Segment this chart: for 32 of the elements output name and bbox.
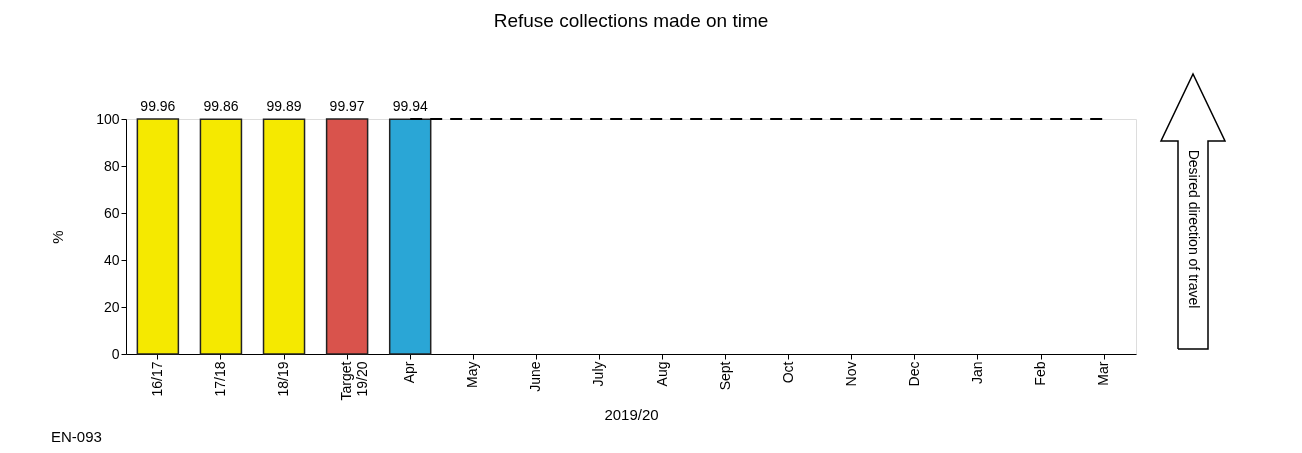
x-tick-label: Apr: [401, 361, 418, 384]
y-tick-label: 60: [103, 204, 120, 221]
y-tick-label: 20: [103, 298, 120, 315]
x-tick-label: May: [464, 361, 481, 388]
x-tick-label: Mar: [1095, 361, 1112, 386]
y-tick-label: 80: [103, 157, 120, 174]
data-label: 99.89: [266, 98, 302, 115]
y-tick-label: 100: [96, 110, 120, 127]
x-tick-label: 16/17: [148, 361, 165, 397]
data-label: 99.94: [392, 98, 428, 115]
x-tick-label: 17/18: [211, 361, 228, 397]
y-tick-label: 0: [111, 345, 120, 362]
text: Desired direction of travel: [1186, 149, 1202, 309]
x-axis-title: 2019/20: [604, 406, 659, 424]
chart-title: Refuse collections made on time: [493, 10, 769, 31]
x-tick-label: Target 19/20: [338, 361, 371, 401]
data-label: 99.96: [140, 98, 176, 115]
x-tick-label: June: [527, 361, 544, 392]
x-tick-label: Nov: [842, 361, 859, 387]
x-tick-label: Feb: [1032, 361, 1049, 386]
x-tick-label: 18/19: [275, 361, 292, 397]
x-tick-label: Oct: [779, 361, 796, 384]
data-label: 99.97: [329, 98, 365, 115]
text: EN-093: [51, 428, 102, 445]
y-axis-title: %: [49, 230, 67, 244]
y-tick-label: 40: [103, 251, 120, 268]
data-label: 99.86: [203, 98, 239, 115]
x-tick-label: Aug: [653, 361, 670, 387]
x-tick-label: Dec: [905, 361, 922, 387]
x-tick-label: Jan: [968, 361, 985, 385]
x-tick-label: Sept: [716, 361, 733, 391]
x-tick-label: July: [590, 361, 607, 387]
